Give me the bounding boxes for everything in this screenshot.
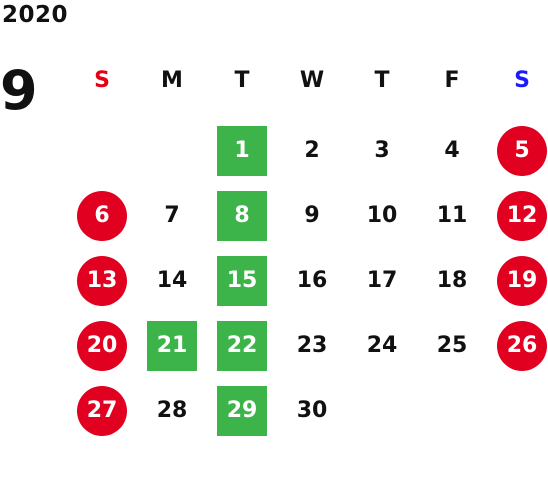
- calendar-year: 2020: [2, 2, 69, 28]
- day-cell[interactable]: 11: [417, 183, 487, 248]
- day-number: 15: [217, 255, 267, 306]
- day-cell[interactable]: 8: [207, 183, 277, 248]
- day-cell[interactable]: 17: [347, 248, 417, 313]
- day-number: 30: [296, 398, 328, 423]
- day-cell[interactable]: 29: [207, 378, 277, 443]
- day-cell[interactable]: 10: [347, 183, 417, 248]
- day-cell[interactable]: 12: [487, 183, 548, 248]
- day-cell[interactable]: 25: [417, 313, 487, 378]
- day-cell[interactable]: 14: [137, 248, 207, 313]
- day-cell[interactable]: 19: [487, 248, 548, 313]
- empty-day-cell: [67, 118, 137, 183]
- day-number: 9: [304, 203, 320, 228]
- day-cell[interactable]: 16: [277, 248, 347, 313]
- day-cell[interactable]: 13: [67, 248, 137, 313]
- day-cell[interactable]: 22: [207, 313, 277, 378]
- day-cell[interactable]: 21: [137, 313, 207, 378]
- day-cell[interactable]: 30: [277, 378, 347, 443]
- day-number: 13: [77, 255, 127, 306]
- calendar-month-number: 9: [0, 59, 38, 122]
- day-number: 1: [217, 125, 267, 176]
- day-number: 5: [497, 125, 547, 176]
- day-cell[interactable]: 20: [67, 313, 137, 378]
- weekday-monday: M: [161, 68, 183, 93]
- day-number: 27: [77, 385, 127, 436]
- day-cell[interactable]: 2: [277, 118, 347, 183]
- day-cell[interactable]: 7: [137, 183, 207, 248]
- day-number: 10: [366, 203, 398, 228]
- day-number: 25: [436, 333, 468, 358]
- day-cell[interactable]: 24: [347, 313, 417, 378]
- day-cell[interactable]: 23: [277, 313, 347, 378]
- day-number: 23: [296, 333, 328, 358]
- weekday-tuesday: T: [234, 68, 250, 93]
- day-number: 7: [164, 203, 180, 228]
- weekday-header-row: S M T W T F S: [67, 64, 548, 98]
- day-cell[interactable]: 6: [67, 183, 137, 248]
- empty-day-cell: [137, 118, 207, 183]
- day-number: 18: [436, 268, 468, 293]
- day-number: 6: [77, 190, 127, 241]
- day-number: 4: [444, 138, 460, 163]
- day-number: 17: [366, 268, 398, 293]
- day-number: 26: [497, 320, 547, 371]
- day-cell[interactable]: 28: [137, 378, 207, 443]
- day-cell[interactable]: 15: [207, 248, 277, 313]
- day-number: 21: [147, 320, 197, 371]
- day-number: 29: [217, 385, 267, 436]
- day-cell[interactable]: 1: [207, 118, 277, 183]
- day-number: 2: [304, 138, 320, 163]
- day-number: 11: [436, 203, 468, 228]
- day-number: 12: [497, 190, 547, 241]
- day-cell[interactable]: 9: [277, 183, 347, 248]
- weekday-friday: F: [444, 68, 460, 93]
- day-number: 28: [156, 398, 188, 423]
- weekday-thursday: T: [374, 68, 390, 93]
- weekday-wednesday: W: [299, 68, 325, 93]
- weekday-sunday: S: [94, 68, 110, 93]
- day-cell[interactable]: 4: [417, 118, 487, 183]
- day-number: 3: [374, 138, 390, 163]
- day-number: 8: [217, 190, 267, 241]
- day-number: 19: [497, 255, 547, 306]
- day-cell[interactable]: 18: [417, 248, 487, 313]
- day-cell[interactable]: 27: [67, 378, 137, 443]
- day-number: 16: [296, 268, 328, 293]
- day-cell[interactable]: 26: [487, 313, 548, 378]
- day-number: 14: [156, 268, 188, 293]
- day-number: 24: [366, 333, 398, 358]
- day-number: 20: [77, 320, 127, 371]
- day-cell[interactable]: 3: [347, 118, 417, 183]
- weekday-saturday: S: [514, 68, 530, 93]
- day-number: 22: [217, 320, 267, 371]
- day-cell[interactable]: 5: [487, 118, 548, 183]
- calendar-day-grid: 1 2 3 4 5 6 7 8 9 10 11 12 13 14 15 16 17 18 19 20 21 22 23 24 2…: [67, 118, 548, 443]
